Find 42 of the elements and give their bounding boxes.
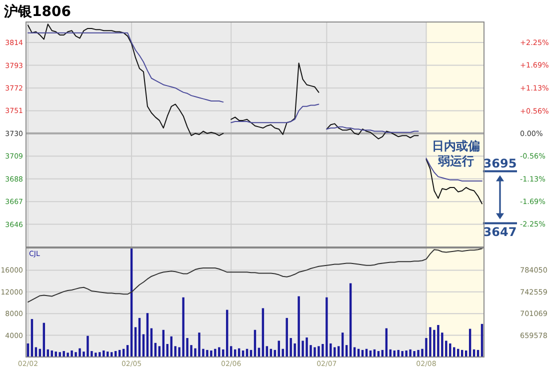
bar xyxy=(318,346,320,357)
bar xyxy=(262,308,264,357)
bar xyxy=(218,347,220,357)
bar xyxy=(62,351,65,357)
bar xyxy=(334,347,336,357)
bar xyxy=(182,297,184,357)
bar xyxy=(98,352,101,357)
bar xyxy=(429,327,432,357)
bar xyxy=(146,313,149,357)
bar xyxy=(417,350,420,357)
bar xyxy=(314,347,316,357)
bar xyxy=(74,352,77,357)
annotation: 日内或偏弱运行 xyxy=(432,139,480,168)
bar xyxy=(214,348,216,357)
bar xyxy=(142,334,145,357)
bar xyxy=(206,350,208,357)
bar xyxy=(66,352,69,357)
bar xyxy=(70,350,73,357)
bar xyxy=(278,340,280,357)
bar xyxy=(326,297,328,357)
bar xyxy=(437,325,440,357)
bar xyxy=(226,310,228,357)
chart-title: 沪银1806 xyxy=(3,3,71,20)
bar xyxy=(286,318,288,357)
bar xyxy=(198,332,200,357)
ref-line-label: 3695 xyxy=(483,156,517,170)
bar xyxy=(306,337,308,357)
bar xyxy=(349,283,352,357)
bar xyxy=(134,327,137,357)
bar xyxy=(78,348,81,357)
bar xyxy=(409,349,412,357)
bar xyxy=(94,352,97,357)
bar xyxy=(210,350,212,357)
bar xyxy=(102,350,105,357)
bar xyxy=(30,319,34,357)
bar xyxy=(413,351,416,357)
bar xyxy=(138,318,141,357)
bar xyxy=(86,336,89,357)
ref-line-label: 3647 xyxy=(483,225,517,240)
bar xyxy=(405,350,408,357)
line-series xyxy=(27,248,483,303)
bar xyxy=(298,296,300,357)
